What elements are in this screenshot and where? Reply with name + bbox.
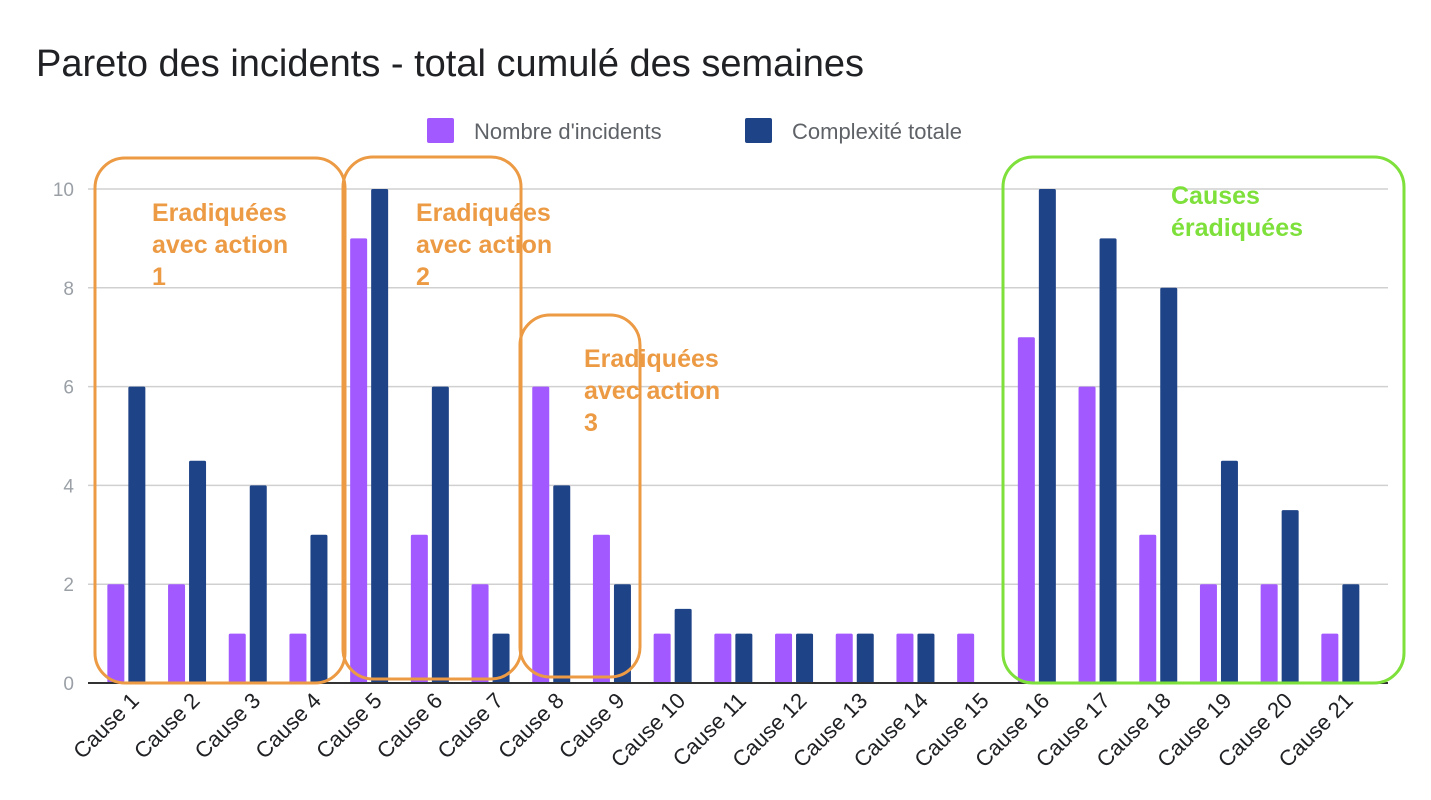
annotation-text-action-3: Eradiquées <box>584 345 719 373</box>
bar-complexity-18 <box>1160 287 1178 683</box>
bar-incidents-1 <box>107 584 125 683</box>
bar-complexity-8 <box>553 485 571 683</box>
annotation-eradicated: Causes éradiquées <box>1001 155 1406 685</box>
x-tick-label: Cause 8 <box>493 688 569 764</box>
legend-label-incidents: Nombre d'incidents <box>474 119 662 144</box>
x-tick-label: Cause 6 <box>372 688 448 764</box>
annotation-box-action-1 <box>93 156 347 685</box>
bar-complexity-14 <box>917 633 935 683</box>
bar-incidents-13 <box>835 633 853 683</box>
annotation-action-1: Eradiquées avec action 1 <box>93 156 347 685</box>
bar-incidents-21 <box>1321 633 1339 683</box>
x-tick-label: Cause 4 <box>250 688 326 764</box>
bar-incidents-17 <box>1078 386 1096 683</box>
bar-incidents-11 <box>714 633 732 683</box>
bar-incidents-12 <box>775 633 793 683</box>
y-tick-label: 4 <box>63 476 74 497</box>
bar-incidents-20 <box>1260 584 1278 683</box>
bar-complexity-10 <box>674 608 692 683</box>
bar-incidents-16 <box>1017 337 1035 683</box>
bar-complexity-1 <box>128 386 146 683</box>
y-tick-label: 6 <box>63 378 74 399</box>
bar-incidents-4 <box>289 633 307 683</box>
bar-complexity-13 <box>856 633 874 683</box>
x-tick-label: Cause 3 <box>190 688 266 764</box>
legend: Nombre d'incidents Complexité totale <box>427 118 962 144</box>
annotation-text-action-2: avec action <box>416 231 552 259</box>
chart-title: Pareto des incidents - total cumulé des … <box>36 43 864 85</box>
legend-swatch-complexity <box>745 118 772 143</box>
bar-complexity-16 <box>1038 189 1056 683</box>
annotation-action-3: Eradiquées avec action 3 <box>518 313 720 679</box>
bar-complexity-17 <box>1099 238 1117 683</box>
x-tick-label: Cause 7 <box>432 688 508 764</box>
bar-complexity-20 <box>1281 510 1299 683</box>
bar-complexity-5 <box>371 189 389 683</box>
x-tick-label: Cause 2 <box>129 688 205 764</box>
bar-incidents-8 <box>532 386 550 683</box>
legend-label-complexity: Complexité totale <box>792 119 962 144</box>
x-tick-label: Cause 5 <box>311 688 387 764</box>
bar-incidents-15 <box>957 633 975 683</box>
bar-complexity-19 <box>1220 460 1238 683</box>
annotation-text-eradicated: Causes <box>1171 182 1260 210</box>
bar-complexity-21 <box>1342 584 1360 683</box>
bar-complexity-4 <box>310 534 328 683</box>
annotation-text-action-1: avec action <box>152 231 288 259</box>
bar-incidents-5 <box>350 238 368 683</box>
annotations: Eradiquées avec action 1 Eradiquées avec act… <box>93 155 1406 685</box>
bar-incidents-7 <box>471 584 489 683</box>
bar-incidents-6 <box>410 534 428 683</box>
y-axis-ticks: 0 2 4 6 8 10 <box>53 180 75 695</box>
legend-swatch-incidents <box>427 118 454 143</box>
annotation-text-eradicated: éradiquées <box>1171 214 1303 242</box>
bar-complexity-11 <box>735 633 753 683</box>
annotation-text-action-2: 2 <box>416 263 430 291</box>
annotation-text-action-1: 1 <box>152 263 166 291</box>
bar-complexity-7 <box>492 633 510 683</box>
bar-complexity-3 <box>249 485 267 683</box>
x-tick-label: Cause 1 <box>68 688 144 764</box>
bar-complexity-12 <box>796 633 814 683</box>
y-tick-label: 2 <box>63 575 74 596</box>
y-tick-label: 8 <box>63 279 74 300</box>
bar-incidents-19 <box>1199 584 1217 683</box>
annotation-box-action-3 <box>518 313 642 679</box>
bar-incidents-18 <box>1139 534 1157 683</box>
bar-incidents-9 <box>592 534 610 683</box>
annotation-text-action-3: 3 <box>584 409 598 437</box>
annotation-text-action-1: Eradiquées <box>152 199 287 227</box>
bar-incidents-14 <box>896 633 914 683</box>
annotation-box-eradicated <box>1001 155 1406 685</box>
annotation-text-action-3: avec action <box>584 377 720 405</box>
bar-incidents-3 <box>228 633 246 683</box>
bar-incidents-10 <box>653 633 671 683</box>
bar-complexity-6 <box>431 386 449 683</box>
bar-complexity-2 <box>189 460 207 683</box>
y-tick-label: 10 <box>53 180 74 201</box>
y-tick-label: 0 <box>63 674 74 695</box>
annotation-text-action-2: Eradiquées <box>416 199 551 227</box>
bar-complexity-9 <box>613 584 631 683</box>
bar-incidents-2 <box>168 584 186 683</box>
bars <box>107 189 1360 683</box>
